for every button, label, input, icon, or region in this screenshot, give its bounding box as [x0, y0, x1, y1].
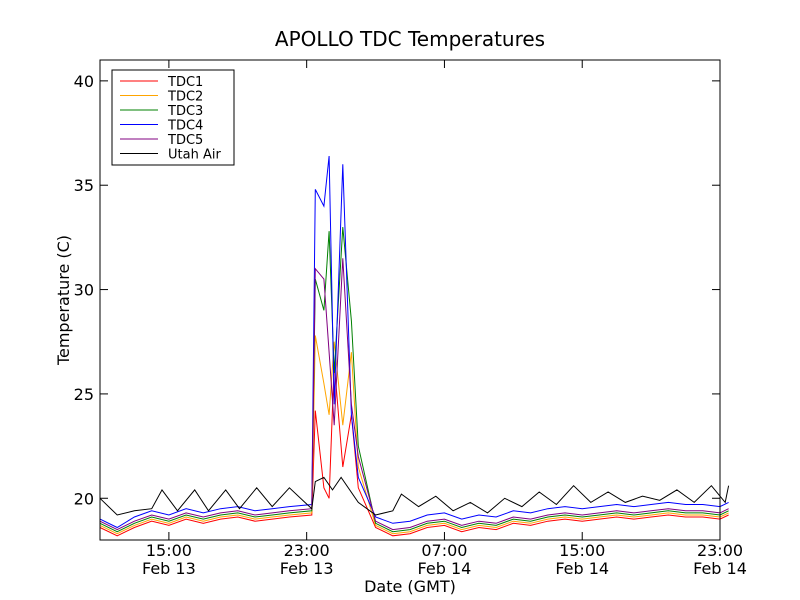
x-tick-label-time: 23:00 [284, 541, 330, 560]
y-tick-label: 20 [74, 489, 94, 508]
series-line-tdc2 [99, 335, 729, 535]
plot-frame [99, 59, 721, 541]
series-line-tdc1 [99, 362, 729, 537]
series-line-utah-air [99, 476, 730, 516]
x-axis-title: Date (GMT) [364, 577, 456, 596]
x-tick-label-time: 15:00 [146, 541, 192, 560]
series-line-tdc5 [99, 258, 729, 531]
x-tick-label-date: Feb 14 [693, 559, 747, 578]
x-tick-label-time: 07:00 [421, 541, 467, 560]
legend-label: TDC4 [167, 119, 203, 134]
x-tick-label-date: Feb 13 [142, 559, 196, 578]
y-tick-label: 30 [74, 281, 94, 300]
chart-title: APOLLO TDC Temperatures [275, 27, 545, 51]
y-tick-label: 40 [74, 72, 94, 91]
series-line-tdc4 [99, 155, 729, 529]
x-tick-label-date: Feb 13 [280, 559, 334, 578]
y-axis-title: Temperature (C) [54, 235, 73, 366]
legend-label: TDC2 [167, 90, 203, 105]
series-line-tdc3 [99, 226, 729, 533]
y-tick-label: 25 [74, 385, 94, 404]
legend-box [111, 69, 235, 166]
legend-label: TDC1 [167, 75, 203, 90]
series-layer [99, 155, 730, 537]
legend-label: TDC5 [167, 133, 203, 148]
x-tick-label-time: 23:00 [697, 541, 743, 560]
legend-label: TDC3 [167, 104, 203, 119]
y-tick-label: 35 [74, 176, 94, 195]
legend-label: Utah Air [168, 148, 221, 163]
x-tick-label-time: 15:00 [559, 541, 605, 560]
x-tick-label-date: Feb 14 [418, 559, 472, 578]
x-tick-label-date: Feb 14 [555, 559, 609, 578]
